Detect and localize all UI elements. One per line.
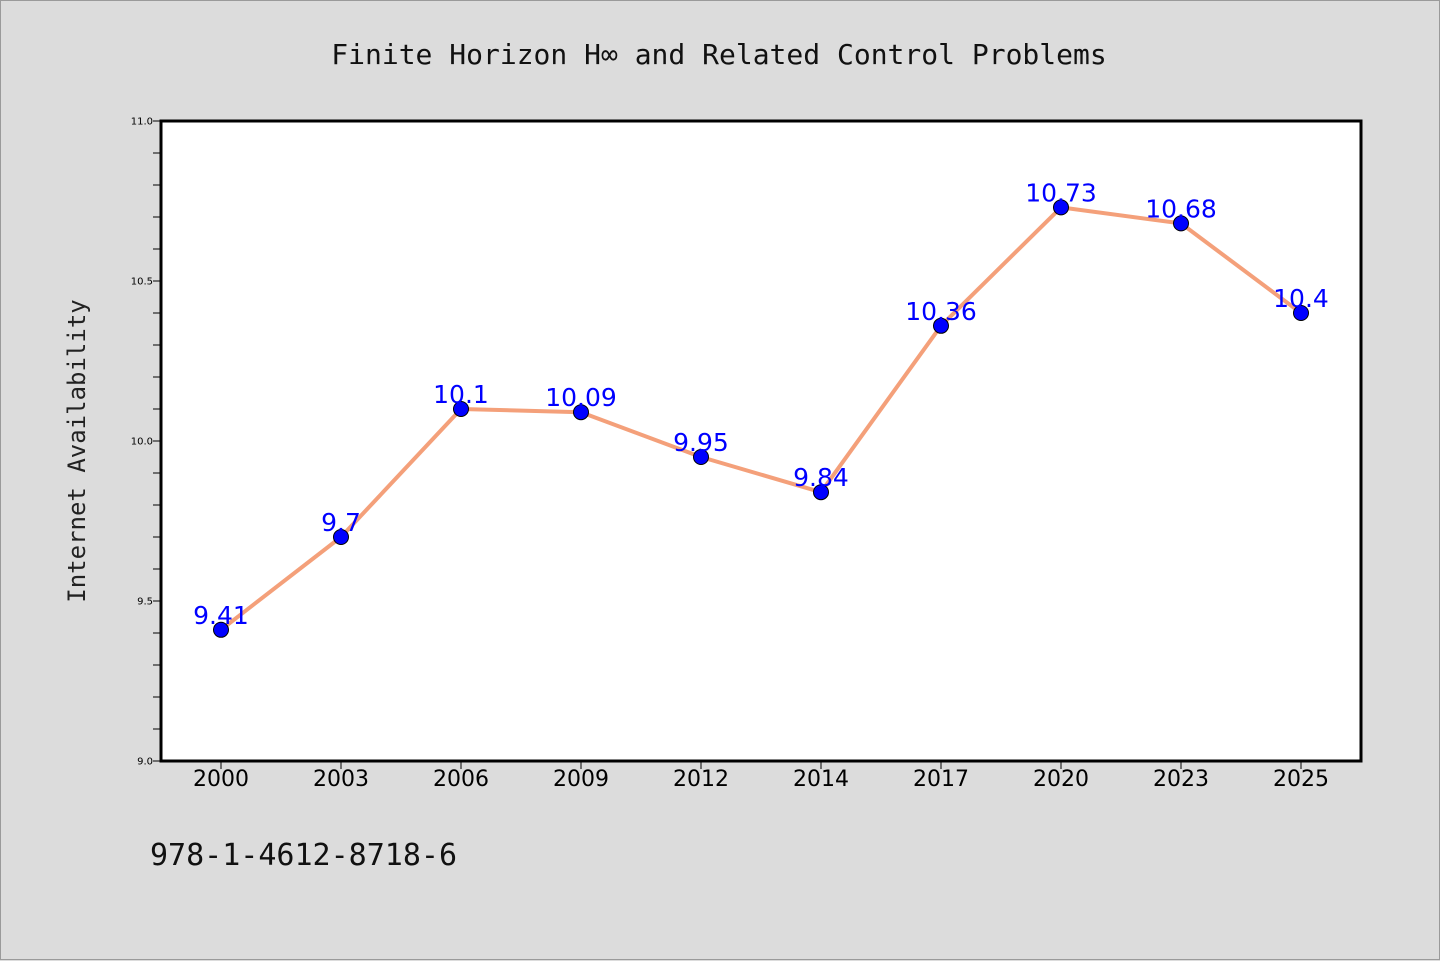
x-tick-label: 2012 <box>673 767 729 792</box>
chart-title: Finite Horizon H∞ and Related Control Pr… <box>331 38 1106 71</box>
data-point <box>573 404 589 421</box>
data-point <box>1173 215 1189 232</box>
data-point <box>1293 305 1309 321</box>
plot-area <box>159 119 1363 763</box>
data-point <box>453 401 469 417</box>
x-tick-label: 2009 <box>553 767 609 792</box>
data-point <box>813 484 829 501</box>
x-tick-label: 2000 <box>193 767 249 792</box>
x-tick-label: 2014 <box>793 767 849 792</box>
y-tick-label: 11.0 <box>131 117 153 128</box>
data-label: 9.41 <box>193 601 249 630</box>
data-labels: 9.41 9.7 10.1 10.09 9.95 9.84 10.36 10.73 10.68 1… <box>193 178 1329 629</box>
y-tick-label: 10.5 <box>131 277 153 288</box>
data-label: 10.73 <box>1025 178 1097 207</box>
x-axis: 2000 2003 2006 2009 2012 2014 2017 2020 2023 2025 <box>193 761 1329 792</box>
series-line <box>219 205 1303 632</box>
data-point <box>213 621 229 638</box>
y-tick-label: 9.0 <box>137 757 153 768</box>
x-tick-label: 2020 <box>1033 767 1089 792</box>
x-tick-label: 2006 <box>433 767 489 792</box>
y-tick-label: 9.5 <box>137 597 153 608</box>
data-point <box>333 529 349 545</box>
series-group <box>213 199 1309 638</box>
data-label: 9.95 <box>673 428 729 457</box>
data-label: 9.7 <box>321 508 361 537</box>
data-label: 10.36 <box>905 297 977 326</box>
x-tick-label: 2017 <box>913 767 969 792</box>
data-point <box>693 449 709 465</box>
x-tick-label: 2003 <box>313 767 369 792</box>
y-tick-label: 10.0 <box>131 437 153 448</box>
y-axis-label: Internet Availability <box>63 299 91 602</box>
data-label: 9.84 <box>793 463 849 492</box>
data-label: 10.1 <box>433 380 489 409</box>
data-label: 10.68 <box>1145 194 1217 223</box>
data-point <box>933 317 949 334</box>
data-label: 10.4 <box>1273 284 1329 313</box>
x-tick-label: 2025 <box>1273 767 1329 792</box>
isbn-footer: 978-1-4612-8718-6 <box>150 838 457 873</box>
y-axis: 9.0 9.5 10.0 10.5 11.0 <box>131 117 161 768</box>
data-point <box>1053 199 1069 216</box>
x-tick-label: 2023 <box>1153 767 1209 792</box>
data-label: 10.09 <box>545 383 617 412</box>
